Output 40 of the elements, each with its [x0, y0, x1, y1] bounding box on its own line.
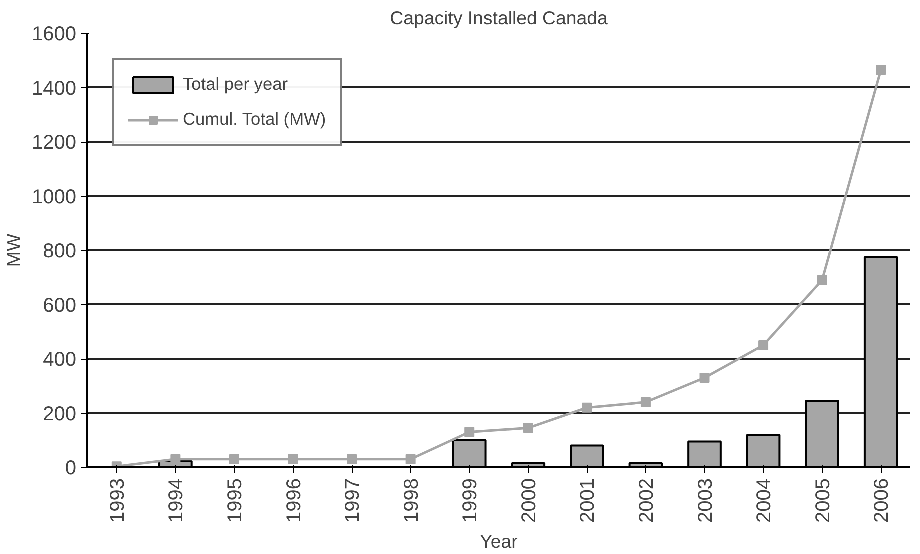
point [700, 372, 710, 383]
y-tick-label: 800 [43, 240, 77, 262]
y-tick-label: 1200 [32, 132, 77, 154]
x-tick-label: 1996 [283, 478, 306, 523]
x-axis-title: Year [480, 530, 518, 552]
chart-title: Capacity Installed Canada [390, 8, 609, 28]
y-tick-label: 1600 [32, 24, 77, 46]
point [406, 454, 416, 464]
y-tick-label: 0 [65, 458, 76, 480]
y-tick-label: 600 [43, 294, 77, 317]
point [640, 397, 651, 408]
x-tick-label: 1999 [460, 478, 482, 523]
point [288, 454, 298, 464]
y-tick-label: 1400 [32, 78, 77, 100]
x-tick-label: 2003 [694, 478, 717, 523]
point [876, 65, 886, 76]
y-axis-title: MW [3, 234, 24, 268]
point [523, 423, 534, 434]
y-tick-label: 1000 [32, 186, 77, 208]
point [347, 454, 358, 464]
x-tick-label: 1993 [106, 478, 129, 523]
y-tick-label: 200 [43, 403, 77, 426]
x-tick-label: 1995 [224, 478, 246, 523]
x-tick-label: 2000 [518, 478, 540, 523]
x-tick-label: 2005 [812, 478, 834, 523]
x-tick-label: 1998 [400, 478, 423, 523]
legend-label: Cumul. Total (MW) [183, 109, 326, 130]
legend-label: Total per year [183, 74, 288, 95]
y-tick-label: 400 [43, 349, 77, 371]
x-tick-label: 2001 [577, 478, 600, 523]
x-tick-label: 1994 [166, 478, 188, 523]
point [582, 402, 592, 413]
x-tick-label: 1997 [342, 478, 364, 523]
point [817, 275, 828, 286]
x-tick-label: 2006 [871, 478, 894, 523]
x-tick-label: 2004 [754, 478, 776, 523]
point [229, 454, 240, 464]
point [464, 427, 475, 438]
point [758, 340, 769, 350]
x-tick-label: 2002 [636, 478, 658, 523]
